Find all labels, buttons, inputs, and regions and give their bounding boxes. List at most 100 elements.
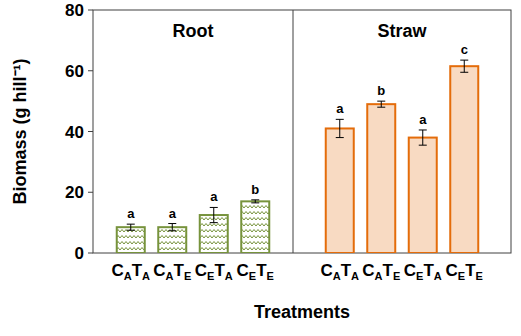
- label-part: A: [375, 270, 383, 282]
- label-part: E: [249, 270, 256, 282]
- label-part: E: [267, 270, 274, 282]
- bar: [367, 104, 395, 253]
- error-cap: [419, 145, 427, 146]
- label-part: T: [214, 261, 225, 280]
- y-tick: [88, 131, 93, 132]
- x-tick-label: CETE: [237, 261, 274, 282]
- y-tick: [88, 10, 93, 11]
- error-cap: [460, 72, 468, 73]
- label-part: E: [476, 270, 483, 282]
- error-bar: [419, 130, 427, 145]
- label-part: A: [434, 270, 442, 282]
- annotation: c: [461, 42, 468, 57]
- panel-title: Root: [173, 21, 214, 41]
- label-part: C: [320, 261, 332, 280]
- label-part: E: [416, 270, 423, 282]
- error-cap: [460, 60, 468, 61]
- error-stem: [339, 119, 340, 137]
- label-part: C: [404, 261, 416, 280]
- x-tick-label: CATA: [111, 261, 150, 282]
- y-tick: [88, 70, 93, 71]
- error-bar: [168, 224, 176, 231]
- label-part: E: [458, 270, 465, 282]
- error-cap: [210, 222, 218, 223]
- error-stem: [381, 101, 382, 107]
- annotation: a: [127, 206, 135, 221]
- bar: [326, 128, 354, 253]
- label-part: C: [111, 261, 123, 280]
- label-part: A: [166, 270, 174, 282]
- label-part: C: [237, 261, 249, 280]
- label-part: A: [351, 270, 359, 282]
- y-axis-label: Biomass (g hill⁻¹): [10, 58, 30, 204]
- error-cap: [419, 129, 427, 130]
- x-tick-label: CETA: [404, 261, 442, 282]
- annotation: a: [336, 101, 344, 116]
- label-part: T: [174, 261, 185, 280]
- bar: [241, 201, 269, 253]
- x-tick-label: CETE: [446, 261, 483, 282]
- panel-title: Straw: [377, 21, 427, 41]
- error-cap: [168, 223, 176, 224]
- bar: [158, 227, 186, 253]
- plot-frame: [93, 10, 511, 253]
- error-cap: [377, 107, 385, 108]
- label-part: E: [393, 270, 400, 282]
- label-part: C: [362, 261, 374, 280]
- label-part: T: [383, 261, 394, 280]
- error-cap: [377, 101, 385, 102]
- error-cap: [336, 137, 344, 138]
- label-part: A: [124, 270, 132, 282]
- panel-divider: [293, 10, 294, 253]
- annotation: b: [251, 182, 259, 197]
- y-tick-label: 0: [75, 244, 84, 263]
- y-tick-label: 20: [65, 183, 84, 202]
- error-cap: [336, 119, 344, 120]
- error-stem: [213, 207, 214, 222]
- label-part: T: [341, 261, 352, 280]
- bar: [409, 138, 437, 253]
- error-stem: [464, 60, 465, 72]
- label-part: T: [256, 261, 267, 280]
- y-tick: [88, 192, 93, 193]
- x-tick-label: CATA: [320, 261, 359, 282]
- error-bar: [210, 207, 218, 222]
- bars: [326, 60, 479, 253]
- x-axis-label: Treatments: [254, 302, 350, 322]
- error-cap: [168, 230, 176, 231]
- label-part: E: [184, 270, 191, 282]
- bar: [450, 66, 478, 253]
- annotation: a: [169, 206, 177, 221]
- annotation: a: [419, 112, 427, 127]
- y-tick-label: 80: [65, 1, 84, 20]
- label-part: T: [423, 261, 434, 280]
- error-bar: [336, 119, 344, 137]
- error-cap: [127, 224, 135, 225]
- y-tick: [88, 253, 93, 254]
- error-cap: [127, 230, 135, 231]
- y-tick-label: 40: [65, 123, 84, 142]
- label-part: A: [225, 270, 233, 282]
- annotation: b: [377, 83, 385, 98]
- x-tick-label: CATE: [362, 261, 400, 282]
- label-part: E: [207, 270, 214, 282]
- y-tick-label: 60: [65, 62, 84, 81]
- error-stem: [130, 224, 131, 230]
- label-part: C: [446, 261, 458, 280]
- x-tick-label: CATE: [153, 261, 191, 282]
- error-cap: [251, 199, 259, 200]
- error-bar: [127, 224, 135, 230]
- bar: [117, 227, 145, 253]
- bars: [117, 200, 270, 253]
- error-stem: [422, 130, 423, 145]
- error-bar: [251, 200, 259, 203]
- error-stem: [172, 224, 173, 231]
- chart: 0 20 40 60 80 Biomass (g hill⁻¹) Treatments Roo…: [0, 0, 521, 336]
- error-cap: [210, 207, 218, 208]
- label-part: T: [132, 261, 143, 280]
- label-part: A: [333, 270, 341, 282]
- x-tick-label: CETA: [195, 261, 233, 282]
- error-bar: [377, 101, 385, 107]
- label-part: A: [142, 270, 150, 282]
- label-part: C: [195, 261, 207, 280]
